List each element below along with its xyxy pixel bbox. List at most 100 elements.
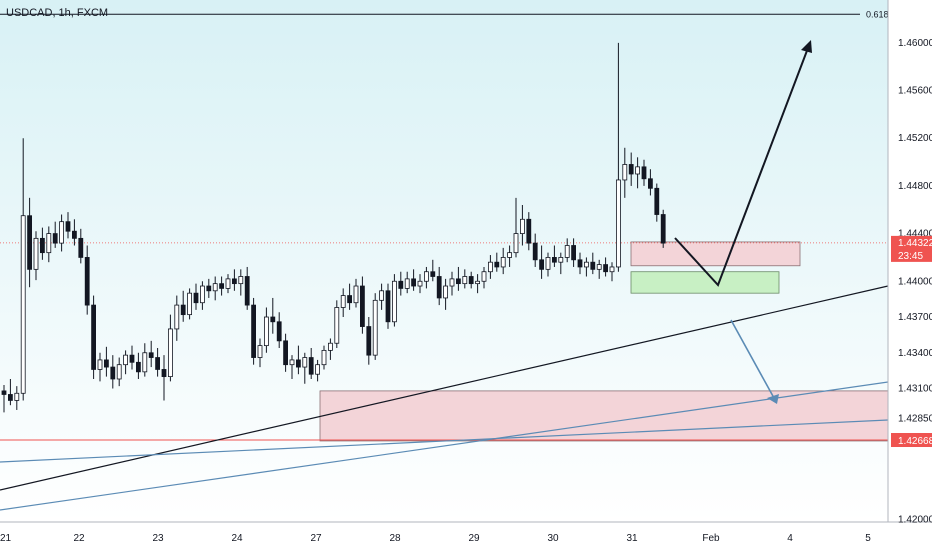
y-tick-label: 1.45200 xyxy=(898,133,932,144)
x-tick-label: 28 xyxy=(389,533,401,544)
candle-body-bullish xyxy=(635,166,640,175)
candle-body-bearish xyxy=(455,278,461,285)
candle-body-bullish xyxy=(257,345,263,358)
current-price-tag xyxy=(891,235,932,262)
candle-body-bullish xyxy=(289,359,295,366)
supply-zone-small xyxy=(630,241,801,267)
candle-body-bearish xyxy=(91,304,96,370)
candle-body-bullish xyxy=(584,261,589,268)
candle-body-bearish xyxy=(468,276,474,285)
candle-body-bullish xyxy=(443,285,449,299)
current-price-countdown: 23:45 xyxy=(898,251,923,262)
y-tick-label: 1.42850 xyxy=(898,413,932,424)
candle-body-bearish xyxy=(84,257,90,306)
candle-body-bullish xyxy=(500,257,506,268)
candle-body-bearish xyxy=(641,166,647,180)
y-tick-label: 1.43400 xyxy=(898,348,932,359)
x-tick-label: 4 xyxy=(787,533,793,544)
candle-body-bullish xyxy=(423,271,429,282)
candle-body-bearish xyxy=(532,242,538,261)
candle-body-bullish xyxy=(123,354,128,366)
chart-title: USDCAD, 1h, FXCM xyxy=(6,7,108,19)
candle-body-bullish xyxy=(545,257,551,270)
x-tick-label: 24 xyxy=(231,533,243,544)
x-tick-label: 5 xyxy=(865,533,871,544)
candle-body-bearish xyxy=(65,221,71,232)
candle-body-bullish xyxy=(315,364,321,375)
candle-body-bullish xyxy=(321,349,327,366)
bearish-arrowhead xyxy=(767,394,779,404)
candle-body-bullish xyxy=(487,261,493,273)
candle-body-bullish xyxy=(59,221,64,244)
candle-body-bullish xyxy=(404,278,410,289)
candle-body-bullish xyxy=(340,295,346,308)
candle-body-bearish xyxy=(72,230,77,239)
x-tick-label: 27 xyxy=(310,533,322,544)
y-tick-label: 1.44400 xyxy=(898,229,932,240)
candle-body-bearish xyxy=(430,271,436,277)
candle-body-bullish xyxy=(520,218,525,234)
candle-body-bearish xyxy=(398,280,404,289)
candle-body-bearish xyxy=(180,304,186,316)
candle-body-bearish xyxy=(251,304,257,358)
bullish-arrowhead xyxy=(801,40,812,53)
candle-body-bearish xyxy=(40,237,45,254)
candle-body-bearish xyxy=(135,361,141,373)
candle-body-bearish xyxy=(436,276,442,299)
support-price-value: 1.42668 xyxy=(898,436,932,447)
candle-body-bearish xyxy=(231,278,237,285)
x-tick-label: 23 xyxy=(152,533,164,544)
candle-body-bullish xyxy=(142,352,148,373)
support-price-tag xyxy=(891,433,932,448)
candle-body-bullish xyxy=(391,280,397,323)
candle-body-bearish xyxy=(648,178,653,189)
candle-body-bearish xyxy=(347,295,353,304)
x-tick-label: Feb xyxy=(702,533,720,544)
demand-zone-small xyxy=(630,271,780,294)
candle-body-bullish xyxy=(302,357,308,368)
x-tick-label: 21 xyxy=(0,533,12,544)
candle-body-bullish xyxy=(616,179,621,268)
candle-body-bullish xyxy=(596,264,602,270)
candle-body-bearish xyxy=(148,352,154,358)
candle-body-bearish xyxy=(244,276,250,306)
candle-body-bearish xyxy=(276,321,282,342)
candle-body-bullish xyxy=(116,364,122,380)
candle-body-bearish xyxy=(1,390,7,395)
candle-body-bearish xyxy=(308,357,314,375)
candle-body-bullish xyxy=(513,233,519,254)
candle-body-bearish xyxy=(590,261,596,270)
candle-body-bullish xyxy=(20,215,26,394)
candle-body-bearish xyxy=(411,278,417,287)
candle-body-bullish xyxy=(199,285,205,304)
candle-body-bullish xyxy=(417,280,423,287)
candle-body-bearish xyxy=(577,259,583,268)
candle-body-bullish xyxy=(174,304,180,330)
candle-body-bearish xyxy=(206,285,212,292)
candle-body-bullish xyxy=(97,359,103,370)
y-tick-label: 1.46000 xyxy=(898,38,932,49)
candle-body-bearish xyxy=(603,264,608,273)
candle-body-bearish xyxy=(104,359,109,368)
x-tick-label: 22 xyxy=(73,533,85,544)
y-tick-label: 1.45600 xyxy=(898,86,932,97)
candle-body-bullish xyxy=(462,276,468,285)
bullish-projection-path xyxy=(674,47,809,287)
candle-body-bearish xyxy=(110,366,116,380)
candle-body-bearish xyxy=(7,394,13,401)
candle-body-bearish xyxy=(27,215,33,270)
candle-body-bullish xyxy=(33,237,39,270)
candle-body-bearish xyxy=(628,164,634,175)
y-tick-label: 1.43700 xyxy=(898,312,932,323)
candle-body-bullish xyxy=(558,257,564,263)
candle-body-bullish xyxy=(334,307,340,344)
candle-body-bullish xyxy=(225,278,231,289)
candle-body-bullish xyxy=(167,328,173,378)
x-tick-label: 31 xyxy=(626,533,638,544)
candle-body-bearish xyxy=(161,369,167,378)
candle-body-bearish xyxy=(366,326,372,356)
candle-body-bullish xyxy=(379,290,385,301)
candle-body-bearish xyxy=(654,187,660,215)
